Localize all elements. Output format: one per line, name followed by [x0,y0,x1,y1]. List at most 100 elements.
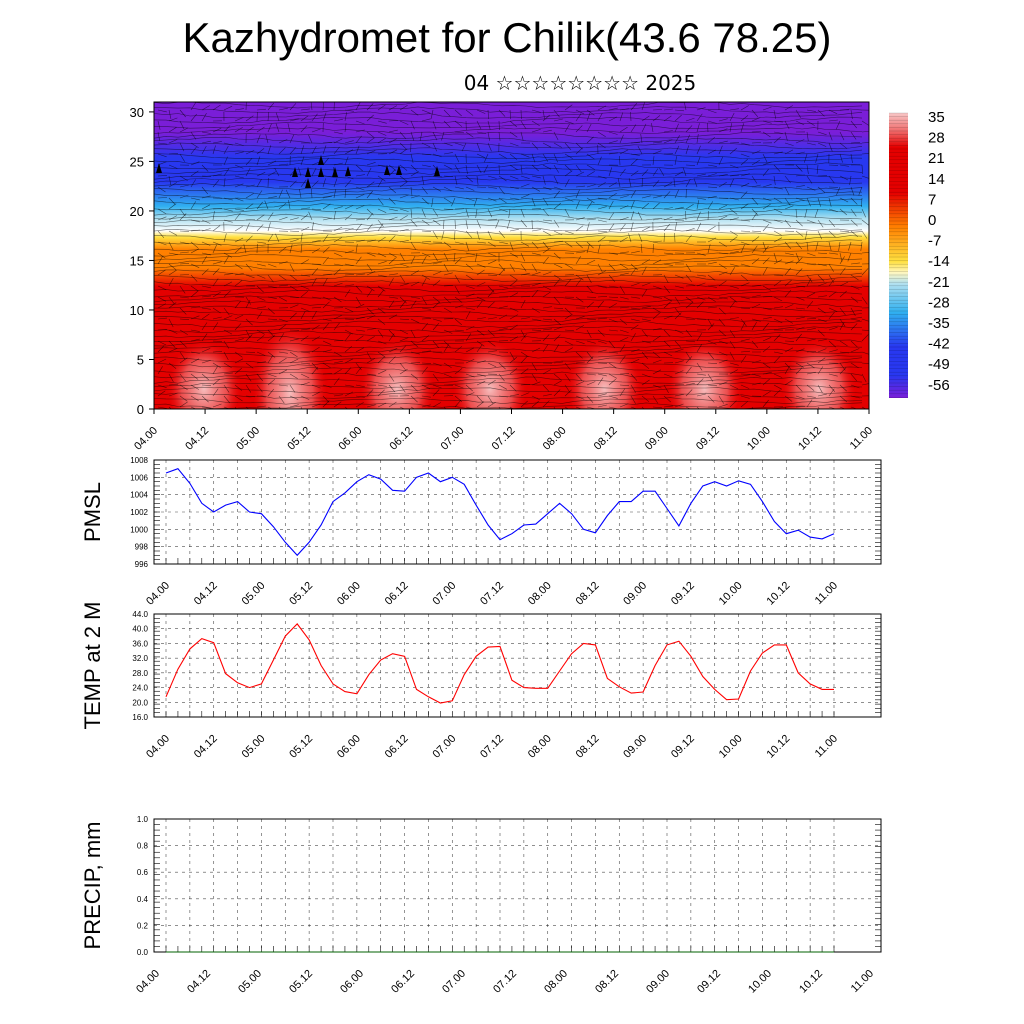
wind-pennant [384,165,390,175]
temp-y-tick-label: 40.0 [132,625,148,634]
contour-line [154,289,863,298]
warm-plume [359,329,436,409]
temp-x-tick-label: 07.00 [430,733,458,761]
contour-line [154,239,863,247]
pmsl-x-tick-label: 06.12 [383,580,411,608]
contour-line [154,152,863,160]
contour-line [154,213,863,221]
pmsl-series-line [165,468,835,557]
precip-y-tick-label: 1.0 [137,815,149,824]
precip-y-tick-label: 0.0 [137,948,149,957]
contour-line [154,310,863,318]
precip-axis-title: PRECIP, mm [80,822,105,950]
temp-y-tick-label: 32.0 [132,654,148,663]
temp-x-tick-label: 04.00 [144,733,172,761]
colorbar-label: 7 [928,191,936,208]
colorbar-label: -7 [928,233,941,250]
chart-title: Kazhydromet for Chilik(43.6 78.25) [182,14,832,61]
contour-line [154,234,863,242]
pmsl-y-tick-label: 996 [135,560,149,569]
x-tick-label: 04.00 [132,425,160,453]
colorbar-label: 21 [928,150,945,167]
wind-barbs-row [157,166,869,185]
pmsl-axis-title: PMSL [80,482,105,542]
wind-barbs-row [157,232,863,251]
contour-line [154,106,863,114]
precip-y-tick-label: 0.4 [137,895,149,904]
contour-line [154,177,863,185]
x-tick-label: 09.12 [694,425,722,453]
precip-x-tick-label: 04.12 [185,968,213,996]
contour-line [154,167,863,175]
contour-line [154,229,863,236]
x-tick-label: 07.00 [439,425,467,453]
precip-x-tick-label: 07.00 [440,968,468,996]
temp-x-tick-label: 05.00 [240,733,268,761]
temp-x-tick-label: 05.12 [287,733,315,761]
x-tick-label: 09.00 [643,425,671,453]
colorbar-label: -42 [928,336,950,353]
precip-x-tick-label: 07.12 [491,968,519,996]
x-tick-label: 06.00 [336,425,364,453]
wind-pennant [305,167,311,177]
wind-pennant [396,165,402,175]
contour-line [154,371,863,379]
wind-barbs-row [157,188,863,208]
warm-plume [566,329,643,409]
precip-x-tick-label: 05.00 [236,968,264,996]
contour-line [154,274,863,282]
contour-line [154,102,863,109]
pmsl-y-tick-label: 998 [135,543,149,552]
temp-x-tick-label: 10.00 [717,733,745,761]
temp-frame [153,613,882,718]
pmsl-y-tick-label: 1000 [130,525,148,534]
x-tick-label: 06.12 [388,425,416,453]
chart-subtitle: 04 ☆☆☆☆☆☆☆☆ 2025 [463,71,697,95]
precip-x-tick-label: 11.00 [849,968,876,995]
wind-barbs-row [157,321,869,339]
colorbar-label: 0 [928,212,936,229]
contour-line [154,142,863,150]
pmsl-x-tick-label: 05.12 [287,580,315,608]
wind-barbs-row [157,277,869,294]
contour-line [154,131,863,140]
contour-line [154,356,863,364]
wind-barbs-row [157,377,869,393]
wind-barbs-row [157,289,868,305]
contour-line [154,279,863,287]
contour-line [154,218,863,226]
pmsl-y-tick-label: 1002 [130,508,148,517]
warm-plume [666,329,743,409]
contour-line [154,136,863,145]
x-tick-label: 11.00 [848,425,875,452]
pmsl-x-tick-label: 07.12 [478,580,506,608]
contour-line [154,254,863,262]
wind-barbs-row [157,266,869,284]
wind-pennant [345,166,351,176]
pmsl-y-tick-label: 1006 [130,473,148,482]
temp-x-tick-label: 09.12 [669,733,697,761]
contour-line [154,208,862,216]
pmsl-x-tick-label: 08.12 [574,580,602,608]
wind-barbs-row [157,355,869,371]
contour-line [154,259,862,267]
contour-line [154,198,863,206]
colorbar [889,113,908,398]
pmsl-x-tick-label: 08.00 [526,580,554,608]
contour-line [154,325,863,334]
warm-plume [166,329,243,409]
wind-barbs-row [157,177,863,196]
x-tick-label: 08.00 [541,425,569,453]
wind-barbs-row [157,102,869,120]
pmsl-y-tick-label: 1008 [130,456,148,465]
wind-barbs-row [157,243,869,262]
wind-barbs-row [157,155,863,175]
wind-barbs-row [157,299,869,316]
temp-x-tick-label: 08.00 [526,733,554,761]
colorbar-label: -35 [928,315,950,332]
colorbar-label: -21 [928,274,950,291]
wind-barbs-row [157,366,867,383]
pmsl-y-tick-label: 1004 [130,491,148,500]
contour-line [154,285,863,292]
